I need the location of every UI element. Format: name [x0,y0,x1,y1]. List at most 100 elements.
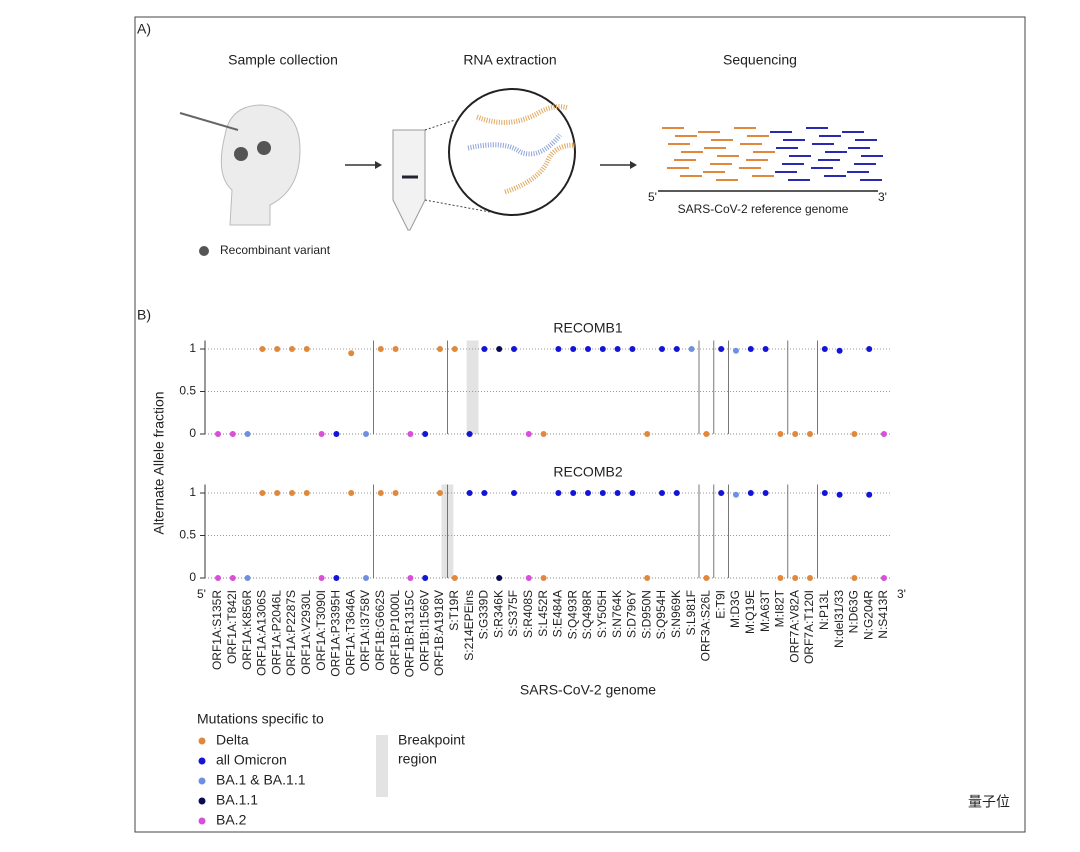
point [599,490,606,496]
reads [662,127,883,181]
point [881,575,887,581]
point [496,346,503,352]
x-tick-label: ORF3A:S26L [699,590,713,662]
point [496,575,503,581]
point [422,575,429,581]
x-tick-label: E:T9I [713,590,727,619]
point [525,575,532,581]
point [229,575,236,581]
legend-marker [198,757,206,765]
point [303,346,310,352]
point [762,346,769,352]
point [377,490,384,496]
x-tick-label: N:D63G [847,590,861,633]
point [688,346,695,352]
x-tick-label: N:G204R [861,590,875,640]
tube [392,129,426,231]
point [333,575,340,581]
step-label: RNA extraction [463,52,556,68]
step-label: Sample collection [228,52,338,68]
point [614,346,621,352]
point [836,347,843,354]
point [762,490,769,496]
point [851,431,858,437]
point [747,490,754,496]
point [377,346,384,352]
point [259,346,266,352]
x-tick-label: ORF1B:G662S [373,590,387,671]
y-tick-label: 1 [189,485,196,499]
point [644,575,651,581]
legend-label: BA.1 & BA.1.1 [216,772,306,788]
y-tick-label: 0 [189,570,196,584]
x-tick-label: S:D796Y [625,590,639,638]
rna [504,142,576,195]
point [881,431,887,437]
point [599,346,606,352]
point [629,490,636,496]
x-tick-label: S:S375F [506,590,520,637]
point [333,431,340,437]
x-tick-label: S:G339D [477,590,491,640]
legend-marker [198,817,206,825]
point [451,346,458,352]
point [318,575,325,581]
x-tick-label: S:R408S [521,590,535,638]
point [807,431,813,437]
legend-breakpoint: region [398,751,437,767]
point [703,431,710,437]
variant-legend: Recombinant variant [220,243,331,257]
point [407,575,414,581]
point [407,431,414,437]
legend-title: Mutations specific to [197,711,324,727]
point [792,575,799,581]
point [466,431,473,437]
point [629,346,636,352]
y-tick-label: 0.5 [179,528,196,542]
legend-marker [198,797,206,805]
point [718,490,725,496]
x-tick-label: ORF1A:V2930L [299,590,313,675]
x-tick-label: S:Y505H [595,590,609,638]
point [866,491,873,498]
x-tick-label: S:E484A [551,590,565,637]
point [585,490,591,496]
x-tick-label: ORF1A:P2046L [269,590,283,675]
point [733,491,739,498]
x-tick-label: M:A63T [758,589,772,632]
point [318,431,325,437]
panel-label: B) [137,307,151,323]
x-tick-label: ORF1A:P3395H [329,590,343,677]
genome-end: 3' [878,190,887,204]
legend-label: Delta [216,732,249,748]
point [274,346,281,352]
x-tick-label: S:N969K [669,590,683,638]
point [289,346,295,352]
x-tick-label: ORF1B:R1315C [403,590,417,678]
variant-icon [199,246,209,256]
x-tick-label: ORF1A:T3090I [314,590,328,671]
point [777,431,784,437]
rna [476,104,569,125]
zoom-line [424,199,491,213]
point [274,490,281,496]
point [851,575,858,581]
point [585,346,591,352]
point [525,431,532,437]
point [570,490,577,496]
x-tick-label: S:D950N [639,590,653,639]
x-tick-label: S:214EPEins [462,590,476,661]
point [363,575,369,581]
point [303,490,310,496]
point [718,346,725,352]
point [363,431,369,437]
point [570,346,577,352]
legend-breakpoint-swatch [376,735,388,797]
point [481,346,488,352]
point [259,490,266,496]
point [437,490,443,496]
point [289,490,295,496]
point [747,346,754,352]
x-tick-label: S:Q493R [565,590,579,640]
point [866,346,873,352]
